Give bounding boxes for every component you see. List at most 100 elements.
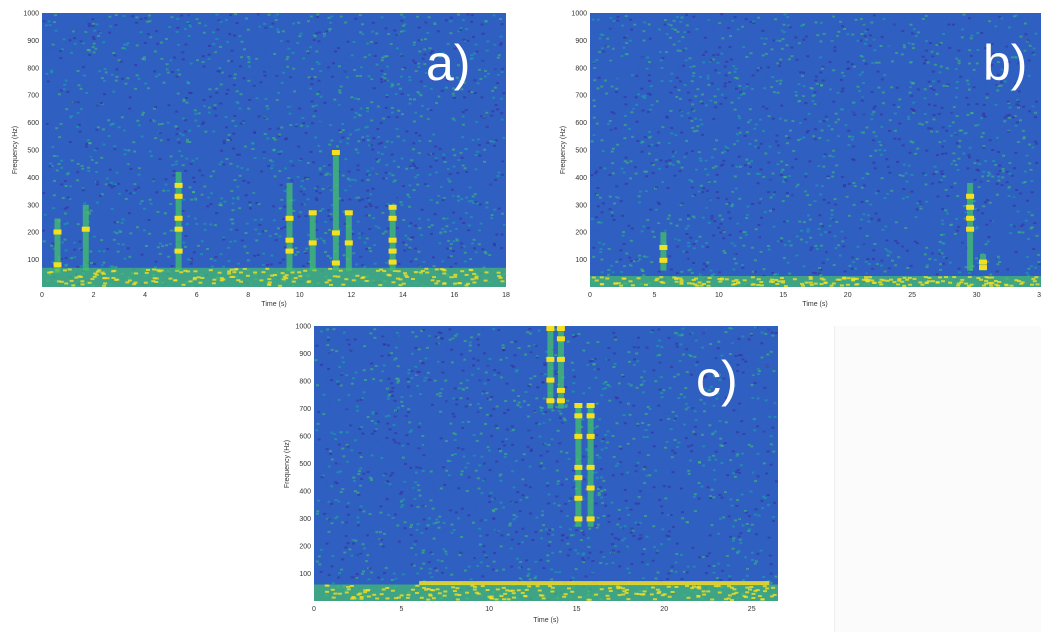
spectrogram-cell: [848, 135, 851, 138]
spectrogram-cell: [723, 139, 727, 142]
spectrogram-cell: [219, 102, 223, 105]
spectrogram-cell: [615, 77, 619, 80]
call-harmonic: [331, 150, 340, 155]
spectrogram-cell: [423, 48, 427, 51]
spectrogram-cell: [285, 58, 289, 61]
spectrogram-cell: [60, 257, 64, 260]
spectrogram-cell: [261, 167, 265, 170]
spectrogram-cell: [348, 198, 352, 201]
spectrogram-cell: [293, 96, 297, 99]
spectrogram-cell: [42, 120, 46, 123]
spectrogram-cell: [68, 111, 72, 114]
spectrogram-cell: [202, 98, 206, 101]
spectrogram-cell: [181, 78, 185, 80]
spectrogram-cell: [669, 80, 673, 83]
spectrogram-cell: [122, 15, 126, 17]
spectrogram-cell: [168, 133, 172, 136]
spectrogram-cell: [377, 142, 381, 145]
spectrogram-cell: [69, 87, 72, 90]
y-tick-label: 1000: [23, 11, 39, 18]
spectrogram-cell: [961, 255, 965, 258]
spectrogram-cell: [166, 90, 170, 93]
spectrogram-cell: [53, 21, 56, 24]
spectrogram-cell: [470, 91, 474, 93]
spectrogram-cell: [809, 248, 813, 251]
low-band-cell: [398, 278, 403, 281]
spectrogram-cell: [93, 157, 97, 160]
spectrogram-cell: [837, 30, 841, 33]
spectrogram-cell: [788, 175, 792, 178]
low-band-cell: [453, 282, 458, 285]
spectrogram-cell: [1024, 73, 1028, 76]
spectrogram-cell: [664, 51, 668, 54]
spectrogram-cell: [907, 224, 911, 227]
low-band-cell: [80, 280, 85, 283]
spectrogram-cell: [65, 86, 69, 88]
spectrogram-cell: [862, 59, 866, 62]
spectrogram-cell: [407, 237, 410, 240]
spectrogram-cell: [911, 234, 915, 237]
spectrogram-cell: [680, 249, 684, 252]
spectrogram-cell: [880, 121, 884, 124]
spectrogram-cell: [827, 92, 831, 95]
spectrogram-cell: [894, 264, 898, 267]
spectrogram-cell: [352, 41, 356, 43]
spectrogram-cell: [70, 51, 74, 54]
spectrogram-cell: [824, 231, 828, 234]
spectrogram-cell: [886, 149, 890, 152]
spectrogram-cell: [306, 161, 310, 164]
spectrogram-cell: [985, 37, 989, 40]
spectrogram-cell: [489, 140, 493, 143]
y-tick-label: 600: [27, 120, 39, 127]
spectrogram-cell: [432, 133, 436, 136]
spectrogram-cell: [1019, 119, 1022, 122]
spectrogram-cell: [737, 127, 740, 129]
spectrogram-cell: [819, 193, 823, 196]
spectrogram-cell: [301, 14, 304, 17]
spectrogram-cell: [136, 119, 140, 122]
spectrogram-cell: [692, 156, 696, 158]
spectrogram-cell: [128, 255, 132, 258]
spectrogram-cell: [204, 208, 208, 211]
spectrogram-cell: [357, 98, 361, 101]
spectrogram-cell: [158, 158, 162, 160]
spectrogram-cell: [283, 205, 287, 208]
spectrogram-cell: [178, 73, 181, 76]
spectrogram-cell: [325, 82, 329, 85]
spectrogram-cell: [636, 152, 640, 155]
spectrogram-cell: [748, 133, 752, 136]
spectrogram-cell: [443, 13, 447, 16]
spectrogram-cell: [176, 17, 180, 20]
spectrogram-cell: [227, 246, 231, 249]
spectrogram-cell: [958, 139, 962, 142]
spectrogram-cell: [152, 107, 156, 110]
spectrogram-cell: [392, 180, 396, 183]
spectrogram-cell: [222, 236, 226, 239]
spectrogram-cell: [666, 217, 670, 220]
spectrogram-cell: [95, 171, 99, 173]
spectrogram-cell: [54, 76, 58, 79]
spectrogram-cell: [675, 65, 679, 68]
spectrogram-cell: [377, 158, 381, 161]
spectrogram-cell: [696, 88, 700, 91]
spectrogram-cell: [362, 139, 366, 142]
spectrogram-cell: [352, 220, 356, 223]
spectrogram-cell: [880, 264, 884, 267]
low-band-cell: [453, 275, 458, 278]
spectrogram-cell: [606, 253, 610, 255]
spectrogram-cell: [370, 101, 374, 104]
spectrogram-cell: [474, 168, 478, 171]
spectrogram-cell: [226, 88, 230, 91]
spectrogram-cell: [231, 16, 235, 18]
spectrogram-cell: [319, 147, 323, 150]
spectrogram-cell: [767, 199, 771, 202]
spectrogram-cell: [318, 61, 322, 64]
spectrogram-cell: [641, 56, 645, 59]
spectrogram-cell: [488, 28, 492, 31]
spectrogram-cell: [620, 55, 624, 58]
spectrogram-cell: [58, 136, 62, 139]
spectrogram-cell: [735, 221, 739, 224]
spectrogram-cell: [414, 122, 418, 125]
spectrogram-cell: [436, 175, 440, 178]
spectrogram-cell: [907, 164, 911, 167]
